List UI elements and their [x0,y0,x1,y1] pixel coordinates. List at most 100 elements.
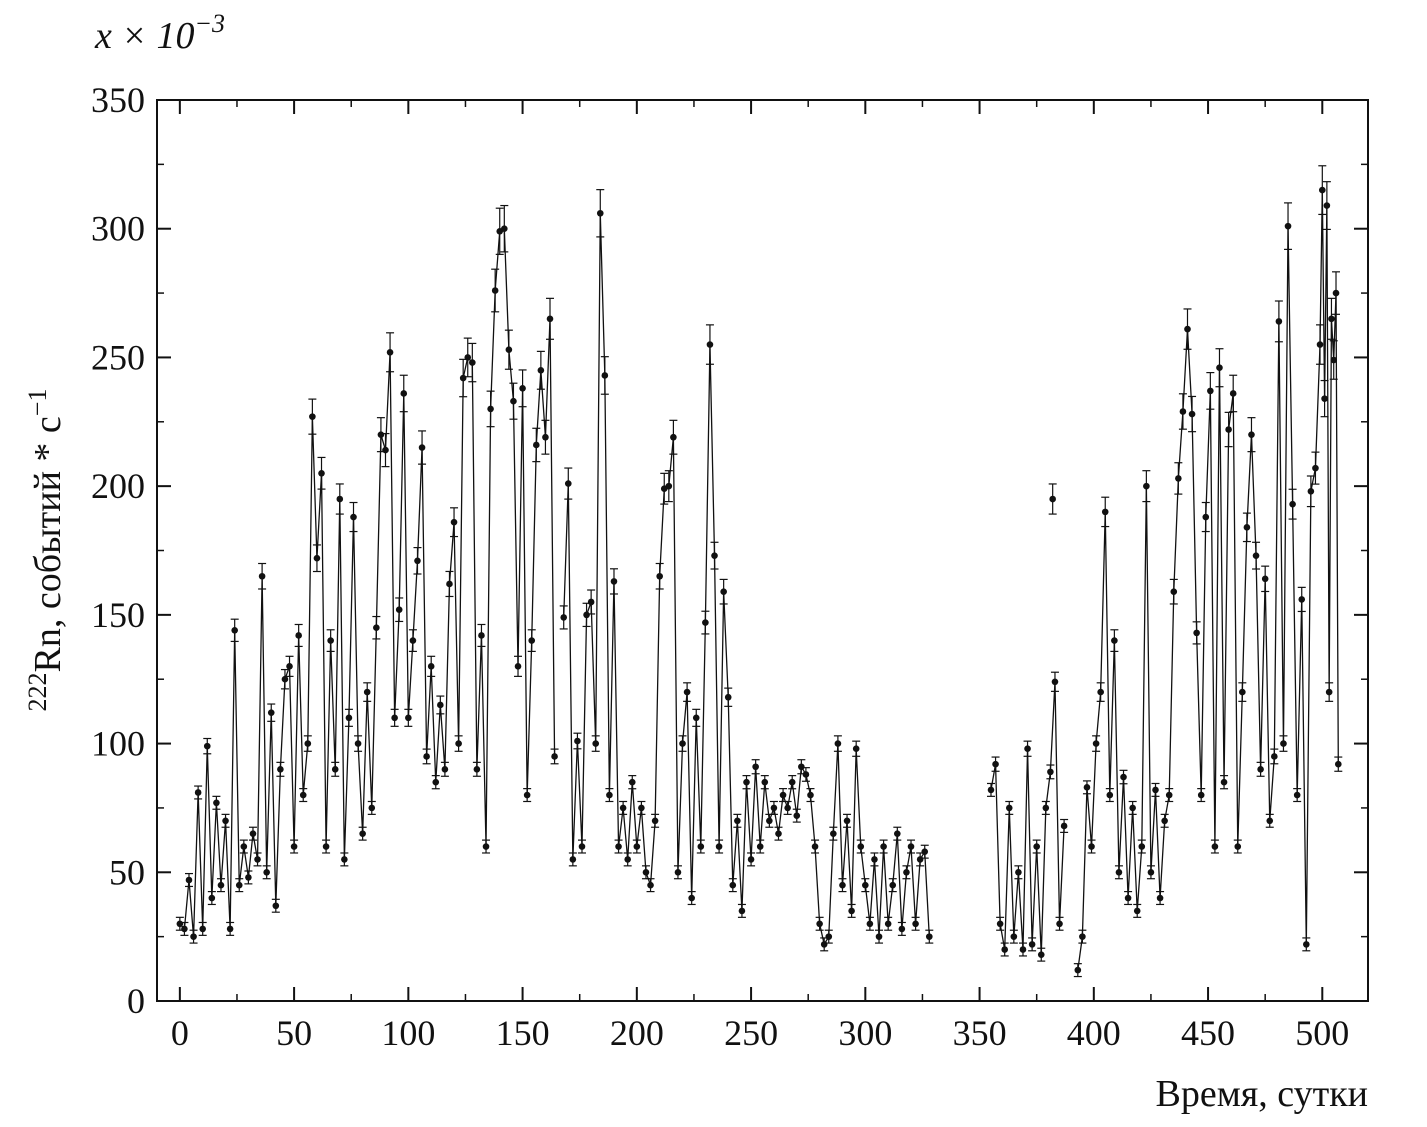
data-point [418,444,426,451]
data-point-group [1322,181,1331,231]
data-point-group [692,708,701,727]
data-point-group [559,605,568,630]
data-point [1280,740,1287,747]
data-point-group [756,839,765,854]
y-tick-label: 200 [91,466,145,506]
data-point-group [422,748,431,765]
data-point-group [1188,395,1197,433]
data-point [1111,637,1118,644]
data-point-group [472,761,481,777]
data-point-group [322,839,331,854]
data-point [1257,766,1264,773]
data-point [1316,341,1324,348]
data-point [354,740,362,747]
data-point [400,390,408,397]
data-point-group [1220,775,1229,790]
data-point [569,856,577,863]
data-point [807,791,814,799]
data-point [231,627,238,634]
data-point [670,433,677,441]
data-point-group [276,761,285,777]
data-point [651,817,659,825]
data-point [176,920,184,928]
data-point [1312,464,1319,472]
data-point-group [907,839,916,854]
data-point-group [221,813,230,828]
data-point-group [664,470,673,503]
data-point-group [1005,800,1014,815]
data-point [203,742,211,750]
data-point-group [683,682,692,702]
data-point-group [290,839,299,854]
y-tick-label: 0 [127,981,145,1021]
data-point [1179,408,1187,415]
x-tick-label: 150 [496,1013,550,1053]
data-point [487,405,494,413]
data-point-group [207,890,216,906]
data-point-group [564,467,573,500]
data-point [1284,222,1292,230]
data-point-group [239,839,248,854]
data-point [788,778,796,786]
data-point-group [655,562,664,590]
data-point-group [1288,488,1297,520]
data-point [181,925,188,933]
data-point-group [189,929,198,944]
data-point [542,433,549,441]
data-point [423,753,430,760]
data-point-group [1265,813,1274,828]
data-point [596,209,604,217]
data-point-group [326,629,335,653]
data-point [587,598,595,606]
data-point [322,843,330,850]
data-point-group [303,735,312,752]
data-point [336,495,344,503]
data-point-group [619,800,628,815]
data-point-group [811,839,820,854]
data-point-group [468,342,477,383]
data-point [1332,289,1340,297]
data-point [1165,791,1173,799]
data-point [281,675,289,683]
data-point [1037,951,1045,958]
data-point-group [459,358,468,398]
y-tick-label: 250 [91,337,145,377]
data-point-group [632,839,641,854]
data-point [720,588,727,595]
data-point-group [737,903,746,918]
data-point-group [774,826,783,841]
data-point-group [760,775,769,790]
data-point-group [258,562,267,590]
data-point-group [1096,682,1105,702]
y-tick-label: 150 [91,595,145,635]
data-point-group [1114,865,1123,880]
data-point [992,760,999,768]
data-point-group [875,929,884,944]
data-point [1289,500,1296,508]
data-point-group [230,618,239,643]
data-point [987,786,995,794]
data-point-group [1124,890,1133,906]
data-point [816,920,823,928]
data-point [1120,773,1127,781]
data-point [1220,778,1228,786]
data-point [432,778,440,786]
data-point [185,876,193,884]
data-point [775,830,782,837]
data-point-group [1050,671,1059,692]
data-point-group [1046,764,1055,780]
data-point-group [1146,865,1155,880]
x-tick-label: 100 [381,1013,435,1053]
data-point [473,766,481,773]
data-point-group [833,735,842,752]
data-point-group [358,826,367,841]
data-point [683,688,691,696]
data-point [1184,325,1191,333]
data-point-group [317,456,326,490]
data-point-group [605,788,614,803]
data-point-group [1311,451,1320,485]
data-point [1248,431,1255,438]
data-point [1097,688,1104,696]
data-point [373,624,380,632]
data-point [1321,395,1328,402]
